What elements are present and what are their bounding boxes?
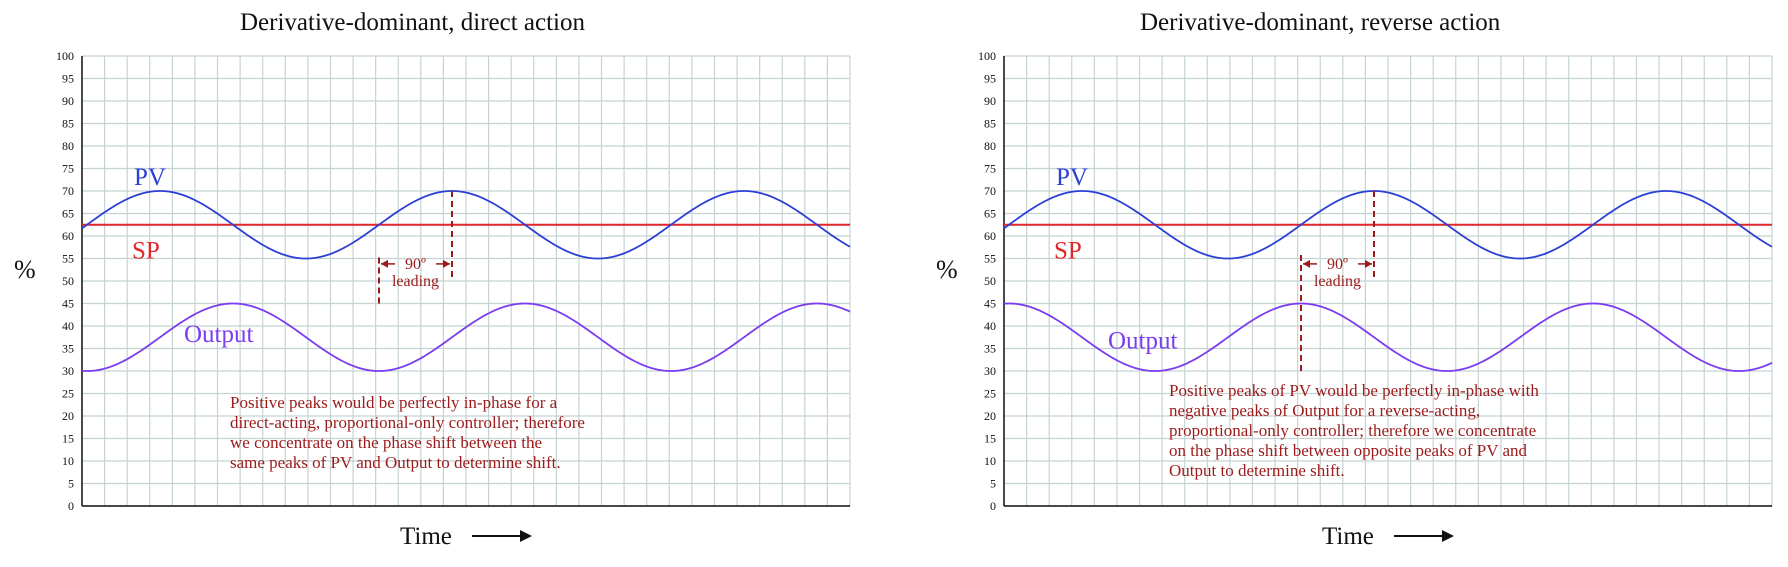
y-tick-label: 85 <box>62 117 74 131</box>
y-tick-label: 90 <box>62 94 74 108</box>
y-tick-label: 30 <box>62 364 74 378</box>
y-tick-label: 50 <box>62 274 74 288</box>
x-axis-label: Time <box>1322 523 1374 550</box>
y-tick-label: 55 <box>62 252 74 266</box>
plot-area: 0 5 10 15 20 25 30 35 40 45 50 55 60 65 70 75 80 85 90 95 10… <box>56 49 851 513</box>
y-tick-label: 45 <box>984 297 996 311</box>
y-tick-label: 100 <box>978 49 996 63</box>
y-tick-label: 15 <box>62 432 74 446</box>
time-arrow-icon <box>1394 530 1454 542</box>
phase-sublabel: leading <box>1314 273 1361 290</box>
arrowhead-left-icon <box>1303 259 1310 268</box>
output-label: Output <box>1108 327 1178 354</box>
annotation-note: Positive peaks would be perfectly in-pha… <box>230 393 585 472</box>
pv-label: PV <box>1056 164 1088 191</box>
y-tick-label: 25 <box>984 387 996 401</box>
y-tick-label: 55 <box>984 252 996 266</box>
phase-label: 90º <box>1327 256 1348 273</box>
y-tick-label: 95 <box>62 72 74 86</box>
y-tick-label: 80 <box>984 139 996 153</box>
sp-label: SP <box>1054 237 1082 264</box>
y-tick-label: 20 <box>984 409 996 423</box>
plot-area: 0 5 10 15 20 25 30 35 40 45 50 55 60 65 70 75 80 85 90 95 10… <box>978 49 1773 513</box>
pv-series-line <box>1003 190 1773 260</box>
y-tick-label: 45 <box>62 297 74 311</box>
y-tick-label: 0 <box>68 499 74 513</box>
sp-label: SP <box>132 237 160 264</box>
y-tick-label: 75 <box>62 162 74 176</box>
y-tick-label: 10 <box>62 454 74 468</box>
y-tick-label: 70 <box>62 184 74 198</box>
y-axis-label: % <box>936 255 958 284</box>
arrowhead-left-icon <box>381 259 388 268</box>
y-tick-label: 65 <box>62 207 74 221</box>
phase-label: 90º <box>405 256 426 273</box>
y-tick-label: 40 <box>62 319 74 333</box>
output-series-line <box>1003 302 1773 372</box>
y-tick-label: 100 <box>56 49 74 63</box>
chart-title: Derivative-dominant, direct action <box>240 9 586 36</box>
y-tick-label: 0 <box>990 499 996 513</box>
y-tick-label: 35 <box>62 342 74 356</box>
y-tick-label: 30 <box>984 364 996 378</box>
y-tick-label: 65 <box>984 207 996 221</box>
y-tick-label: 60 <box>984 229 996 243</box>
y-tick-label: 70 <box>984 184 996 198</box>
phase-sublabel: leading <box>392 273 439 290</box>
time-arrow-icon <box>472 530 532 542</box>
y-tick-label: 60 <box>62 229 74 243</box>
annotation-note: Positive peaks of PV would be perfectly … <box>1169 381 1539 480</box>
y-tick-label: 5 <box>990 477 996 491</box>
y-tick-label: 35 <box>984 342 996 356</box>
y-tick-label: 80 <box>62 139 74 153</box>
pv-label: PV <box>134 164 166 191</box>
pv-series-line <box>81 190 851 260</box>
chart-panel-reverse: Derivative-dominant, reverse action % 0 5… <box>922 0 1788 567</box>
chart-panel-direct: Derivative-dominant, direct action % 0 5 1… <box>14 9 851 550</box>
y-tick-label: 20 <box>62 409 74 423</box>
y-tick-label: 10 <box>984 454 996 468</box>
y-tick-label: 85 <box>984 117 996 131</box>
chart-title: Derivative-dominant, reverse action <box>1140 9 1501 36</box>
y-tick-label: 95 <box>984 72 996 86</box>
y-tick-label: 40 <box>984 319 996 333</box>
arrowhead-right-icon <box>1365 259 1372 268</box>
y-tick-label: 5 <box>68 477 74 491</box>
arrowhead-right-icon <box>443 259 450 268</box>
y-tick-label: 90 <box>984 94 996 108</box>
y-tick-label: 75 <box>984 162 996 176</box>
output-series-line <box>81 302 851 372</box>
output-label: Output <box>184 321 254 348</box>
y-axis-label: % <box>14 255 36 284</box>
y-tick-label: 25 <box>62 387 74 401</box>
y-tick-label: 50 <box>984 274 996 288</box>
y-tick-label: 15 <box>984 432 996 446</box>
x-axis-label: Time <box>400 523 452 550</box>
